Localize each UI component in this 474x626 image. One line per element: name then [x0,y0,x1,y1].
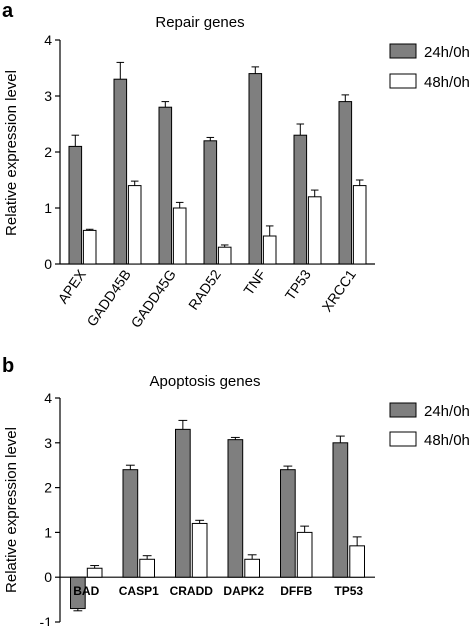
bar-gadd45g-48h [172,207,187,265]
bar-gadd45g-24h [158,106,173,265]
bar-rad52-24h [203,140,218,265]
panel-a-legend: 24h/0h 48h/0h [389,43,470,91]
bar-dffb-48h [296,531,313,578]
panel-b-bars [70,419,365,612]
panel-b-letter: b [2,355,14,377]
legend-swatch-24h [389,402,417,418]
bar-cradd-24h [175,428,191,578]
bar-gadd45b-24h [113,78,128,265]
panel-a-repair-genes: a Repair genes Relative expression level… [2,0,470,331]
legend-swatch-24h [389,43,417,59]
bar-tp53-24h [332,442,349,578]
bar-dapk2-48h [244,558,261,578]
y-tick-label: 2 [44,480,52,496]
panel-a-title: Repair genes [155,14,244,31]
bar-xrcc1-24h [338,101,353,265]
category-label: DAPK2 [223,584,264,598]
panel-b-apoptosis-genes: b Apoptosis genes Relative expression le… [2,355,470,626]
y-tick-label: 1 [44,200,52,216]
legend-swatch-48h [389,431,417,447]
y-tick-label: 3 [44,435,52,451]
y-tick-label: 0 [44,569,52,585]
bar-tp53-24h [293,134,308,265]
y-tick-label: 2 [44,144,52,160]
bar-cradd-48h [191,522,208,578]
category-label: APEX [54,266,89,306]
bar-bad-48h [86,567,103,578]
panel-a-axes: 0 1 2 3 4 [44,32,375,272]
category-label: GADD45G [127,267,178,331]
category-label: CASP1 [119,584,159,598]
category-label: GADD45B [83,267,134,330]
category-label: RAD52 [185,266,224,312]
y-tick-label: -1 [40,614,53,626]
category-label: TP53 [282,266,314,303]
category-label: TP53 [334,584,363,598]
panel-b-legend: 24h/0h 48h/0h [389,402,470,449]
y-tick-label: 1 [44,524,52,540]
category-label: TNF [240,267,269,298]
category-label: BAD [73,584,99,598]
y-tick-label: 4 [44,390,52,406]
bar-dapk2-24h [227,439,244,578]
panel-b-title: Apoptosis genes [150,373,261,390]
category-label: CRADD [170,584,214,598]
panel-a-y-axis-label: Relative expression level [3,70,20,236]
bar-tnf-48h [262,235,277,265]
bar-dffb-24h [280,469,296,578]
panel-b-category-labels: BAD CASP1 CRADD DAPK2 DFFB TP53 [73,584,363,598]
legend-label-48h: 48h/0h [424,74,470,91]
bar-tp53-48h [307,196,322,265]
panel-a-letter: a [2,0,14,22]
bar-casp1-48h [139,558,156,578]
bar-rad52-48h [217,246,232,265]
category-label: DFFB [280,584,312,598]
legend-label-48h: 48h/0h [424,432,470,449]
bar-apex-24h [68,145,83,265]
y-tick-label: 3 [44,88,52,104]
panel-a-bars [68,61,367,265]
bar-gadd45b-48h [127,185,142,265]
bar-apex-48h [82,229,97,265]
legend-label-24h: 24h/0h [424,44,470,61]
panel-b-axes: -1 0 1 2 3 4 [40,390,375,626]
y-tick-label: 0 [44,256,52,272]
category-label: XRCC1 [319,266,359,314]
legend-label-24h: 24h/0h [424,403,470,420]
bar-tp53-48h [349,545,365,578]
bar-casp1-24h [122,469,139,578]
panel-b-y-axis-label: Relative expression level [3,427,20,593]
y-tick-label: 4 [44,32,52,48]
bar-tnf-24h [248,73,263,265]
bar-xrcc1-48h [352,185,367,265]
legend-swatch-48h [389,73,417,89]
